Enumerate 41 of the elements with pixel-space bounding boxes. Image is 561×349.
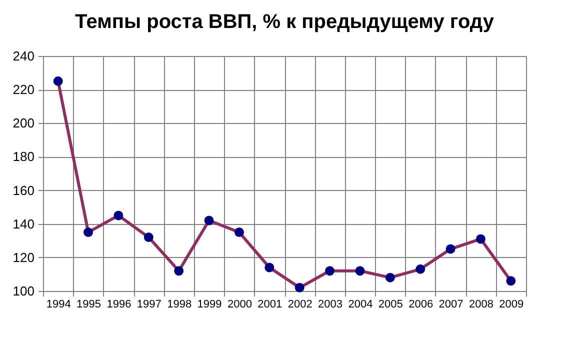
x-tick-label: 2005 — [378, 298, 403, 310]
y-tick-label: 120 — [12, 250, 34, 265]
x-tick-label: 2002 — [288, 298, 312, 310]
point — [204, 216, 214, 226]
x-tick-label: 2000 — [227, 298, 252, 310]
y-tick-label: 240 — [12, 48, 34, 64]
point — [294, 282, 304, 292]
x-tick-label: 1994 — [46, 298, 71, 310]
x-tick-label: 1999 — [197, 298, 222, 310]
y-tick-label: 160 — [12, 182, 34, 198]
point — [114, 210, 124, 220]
point — [174, 266, 184, 276]
y-tick-label: 200 — [12, 116, 34, 131]
y-tick-label: 140 — [12, 216, 34, 232]
point — [416, 264, 426, 274]
x-tick-label: 1998 — [167, 298, 192, 310]
y-tick-label: 220 — [12, 82, 34, 98]
x-tick-label: 1996 — [106, 298, 132, 310]
x-tick-label: 2004 — [348, 298, 373, 310]
point — [84, 228, 94, 237]
x-tick-label: 2006 — [408, 298, 434, 310]
point — [144, 232, 154, 242]
x-tick-label: 2001 — [258, 298, 282, 310]
point — [325, 266, 335, 276]
x-tick-label: 1997 — [136, 298, 162, 310]
y-tick-label: 180 — [12, 149, 34, 164]
point — [446, 244, 456, 254]
point — [264, 262, 274, 272]
chart-title: Темпы роста ВВП, % к предыдущему году — [75, 11, 495, 33]
x-tick-label: 2009 — [499, 298, 524, 310]
point — [476, 234, 486, 244]
point — [234, 228, 244, 237]
x-tick-label: 2003 — [318, 298, 343, 310]
x-tick-label: 2008 — [468, 298, 494, 310]
y-tick-label: 100 — [12, 284, 34, 298]
point — [506, 276, 516, 286]
point — [385, 272, 395, 282]
point — [355, 266, 365, 276]
x-tick-label: 1995 — [76, 298, 102, 310]
x-tick-label: 2007 — [438, 298, 464, 310]
point — [53, 76, 63, 86]
